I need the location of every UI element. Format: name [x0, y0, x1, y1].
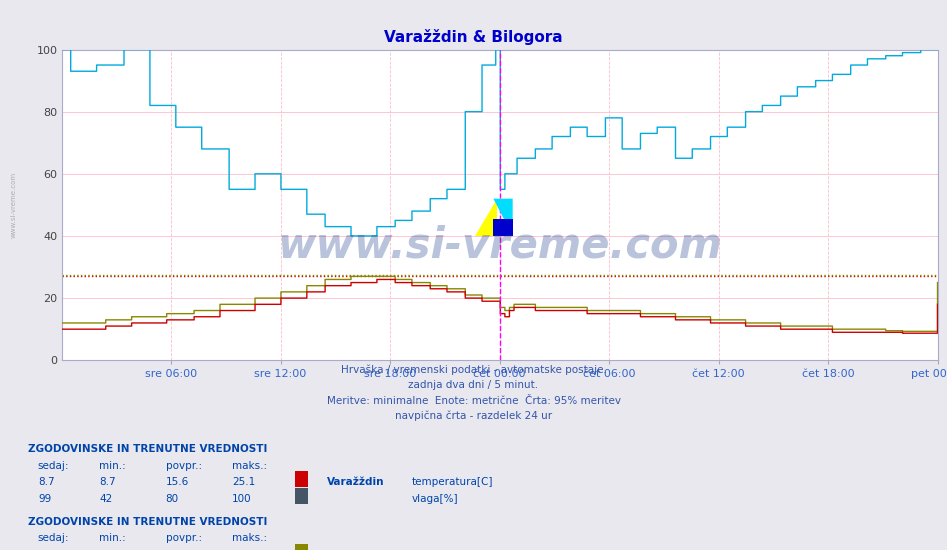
Text: 100: 100 — [232, 493, 252, 504]
Text: sedaj:: sedaj: — [38, 533, 69, 543]
Text: sedaj:: sedaj: — [38, 460, 69, 471]
Bar — [493, 219, 512, 236]
Text: Varažždin: Varažždin — [327, 477, 384, 487]
Text: ZGODOVINSKE IN TRENUTNE VREDNOSTI: ZGODOVINSKE IN TRENUTNE VREDNOSTI — [28, 516, 268, 527]
Text: www.si-vreme.com: www.si-vreme.com — [10, 172, 16, 238]
Text: 42: 42 — [99, 493, 113, 504]
Text: ZGODOVINSKE IN TRENUTNE VREDNOSTI: ZGODOVINSKE IN TRENUTNE VREDNOSTI — [28, 444, 268, 454]
Text: 8.7: 8.7 — [99, 477, 116, 487]
Text: Varažždin & Bilogora: Varažždin & Bilogora — [384, 29, 563, 45]
Text: Hrvaška / vremenski podatki - avtomatske postaje.: Hrvaška / vremenski podatki - avtomatske… — [341, 365, 606, 375]
Text: povpr.:: povpr.: — [166, 533, 202, 543]
Text: 25.1: 25.1 — [232, 477, 256, 487]
Text: www.si-vreme.com: www.si-vreme.com — [277, 224, 722, 266]
Text: 8.7: 8.7 — [38, 477, 55, 487]
Text: zadnja dva dni / 5 minut.: zadnja dva dni / 5 minut. — [408, 380, 539, 390]
Text: Meritve: minimalne  Enote: metrične  Črta: 95% meritev: Meritve: minimalne Enote: metrične Črta:… — [327, 395, 620, 406]
Text: min.:: min.: — [99, 533, 126, 543]
Text: temperatura[C]: temperatura[C] — [412, 477, 493, 487]
Text: vlaga[%]: vlaga[%] — [412, 493, 458, 504]
Text: 80: 80 — [166, 493, 179, 504]
Polygon shape — [475, 199, 497, 236]
Polygon shape — [493, 199, 512, 236]
Text: 99: 99 — [38, 493, 51, 504]
Text: maks.:: maks.: — [232, 460, 267, 471]
Text: maks.:: maks.: — [232, 533, 267, 543]
Text: min.:: min.: — [99, 460, 126, 471]
Text: 15.6: 15.6 — [166, 477, 189, 487]
Text: povpr.:: povpr.: — [166, 460, 202, 471]
Text: navpična črta - razdelek 24 ur: navpična črta - razdelek 24 ur — [395, 411, 552, 421]
